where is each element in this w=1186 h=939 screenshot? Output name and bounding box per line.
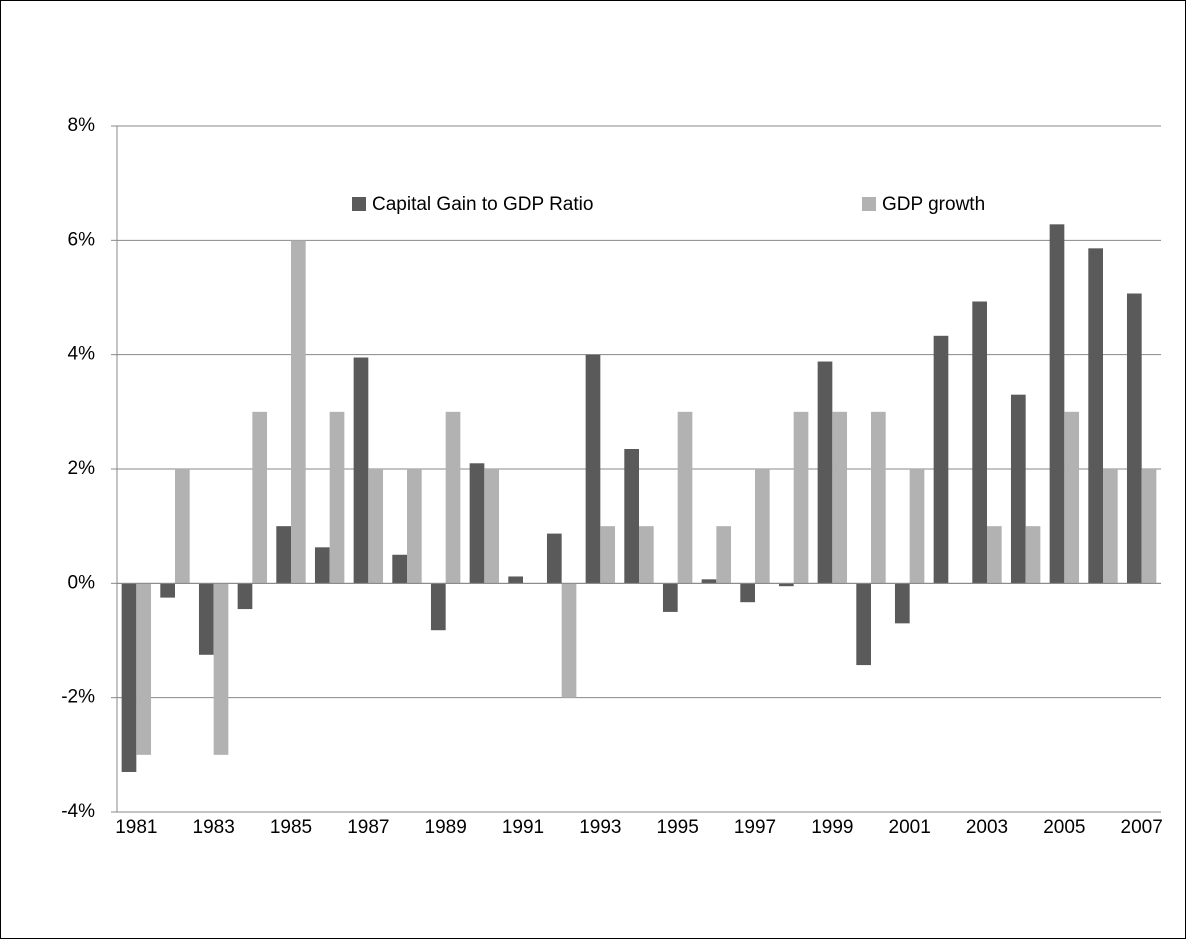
legend-swatch (862, 197, 876, 211)
bar (213, 583, 229, 755)
y-tick-label: -2% (61, 687, 95, 708)
bar (1088, 248, 1103, 584)
bar (1141, 469, 1157, 584)
bar (508, 576, 523, 584)
bar (871, 411, 886, 584)
bar (484, 469, 500, 584)
bar (894, 583, 910, 624)
bar (237, 583, 253, 610)
bar (561, 583, 577, 698)
legend-label: Capital Gain to GDP Ratio (372, 194, 593, 215)
bar (793, 411, 809, 584)
y-tick-label: 2% (68, 458, 96, 479)
x-tick-label: 1985 (270, 817, 312, 838)
y-tick-label: 4% (68, 344, 96, 365)
x-tick-label: 1991 (502, 817, 544, 838)
x-tick-label: 2005 (1043, 817, 1085, 838)
bar (1103, 469, 1118, 584)
bar (639, 526, 654, 584)
bar (392, 554, 407, 584)
bar (368, 469, 384, 584)
y-tick-label: 8% (68, 115, 96, 136)
bar (136, 583, 152, 755)
bar (1049, 224, 1065, 584)
y-tick-label: 6% (68, 229, 96, 250)
bar (600, 526, 616, 584)
bar (740, 583, 755, 603)
bar (677, 411, 693, 584)
x-tick-label: 1995 (657, 817, 699, 838)
x-tick-label: 1983 (193, 817, 235, 838)
bar (716, 526, 732, 584)
bar (329, 411, 345, 584)
bar (1126, 293, 1142, 584)
bar (198, 583, 214, 655)
bar (469, 463, 485, 584)
bar (585, 354, 601, 584)
bar (353, 357, 369, 584)
bar (1064, 411, 1080, 584)
bar (662, 583, 678, 612)
bar (856, 583, 871, 666)
bar (701, 579, 717, 584)
bar (160, 583, 175, 598)
x-tick-label: 1999 (811, 817, 853, 838)
bar (276, 526, 291, 584)
bar (972, 301, 987, 584)
x-tick-label: 2007 (1121, 817, 1163, 838)
bar (175, 469, 190, 584)
y-tick-label: 0% (68, 572, 96, 593)
bar (314, 547, 330, 584)
bar (252, 411, 268, 584)
bar (909, 469, 925, 584)
bar (1025, 526, 1041, 584)
bar (1010, 394, 1026, 584)
bar (624, 448, 639, 584)
bar (933, 335, 949, 584)
bar (987, 526, 1002, 584)
x-tick-label: 2001 (889, 817, 931, 838)
bar (778, 583, 794, 587)
bar (121, 583, 137, 772)
bar (832, 411, 848, 584)
bar (445, 411, 461, 584)
legend-swatch (352, 197, 366, 211)
x-tick-label: 1989 (425, 817, 467, 838)
x-tick-label: 1987 (347, 817, 389, 838)
bar (755, 469, 770, 584)
bar (291, 240, 306, 584)
bar (407, 469, 422, 584)
x-tick-label: 1997 (734, 817, 776, 838)
x-tick-label: 2003 (966, 817, 1008, 838)
y-tick-label: -4% (61, 801, 95, 822)
legend-label: GDP growth (882, 194, 985, 215)
bar (546, 533, 562, 584)
bar (817, 361, 833, 584)
x-tick-label: 1981 (115, 817, 157, 838)
bar (430, 583, 446, 631)
x-tick-label: 1993 (579, 817, 621, 838)
